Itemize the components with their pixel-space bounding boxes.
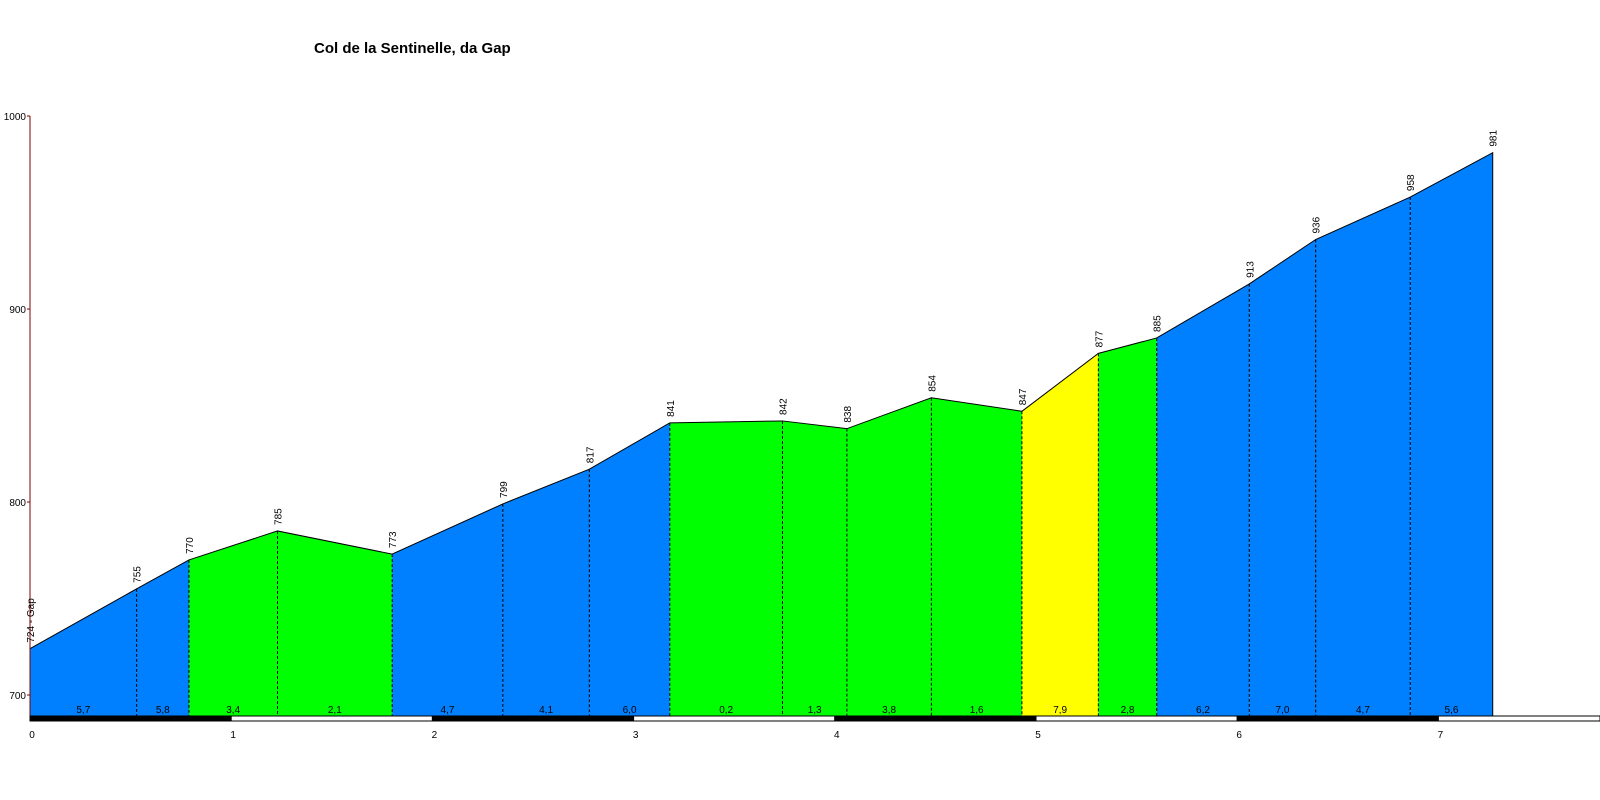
gradient-label-7: 0,2 — [719, 705, 733, 716]
x-tick-label-2: 2 — [432, 730, 438, 741]
x-tick-label-7: 7 — [1438, 730, 1444, 741]
gradient-label-0: 5,7 — [76, 705, 90, 716]
elevation-label-3: 785 — [273, 508, 284, 525]
profile-segment-12 — [1098, 337, 1157, 716]
gradient-label-2: 3,4 — [226, 705, 240, 716]
elevation-label-10: 854 — [927, 375, 938, 392]
elevation-label-15: 936 — [1312, 216, 1323, 233]
km-scale-block-2 — [431, 715, 635, 722]
y-axis: 700 800 900 1000 — [4, 112, 31, 716]
profile-segment-3 — [277, 530, 393, 716]
gradient-label-16: 5,6 — [1445, 705, 1459, 716]
x-tick-label-4: 4 — [834, 730, 840, 741]
profile-segment-5 — [502, 469, 590, 716]
gradient-label-11: 7,9 — [1053, 705, 1067, 716]
segment-dividers — [136, 197, 1411, 716]
gradient-label-5: 4,1 — [539, 705, 553, 716]
km-scale-block-7 — [1437, 715, 1600, 722]
km-scale-block-3 — [633, 715, 836, 722]
gradient-label-15: 4,7 — [1356, 705, 1370, 716]
profile-segment-2 — [188, 530, 278, 716]
y-tick-label-800: 800 — [9, 498, 26, 509]
profile-segment-13 — [1156, 283, 1250, 716]
x-axis: 0 1 2 3 4 5 6 7 — [29, 715, 1600, 741]
elevation-labels: 724 - Gap 755 770 785 773 799 817 841 842 838 854 8… — [26, 130, 1500, 643]
profile-segment-4 — [392, 503, 503, 716]
y-tick-label-1000: 1000 — [4, 112, 27, 123]
elevation-label-0: 724 - Gap — [26, 598, 37, 643]
km-scale-block-5 — [1035, 715, 1238, 722]
km-scale-block-4 — [834, 715, 1037, 722]
gradient-label-14: 7,0 — [1276, 705, 1290, 716]
profile-segment-7 — [669, 420, 783, 716]
elevation-label-6: 817 — [585, 446, 596, 463]
gradient-label-13: 6,2 — [1196, 705, 1210, 716]
gradient-label-1: 5,8 — [156, 705, 170, 716]
gradient-label-6: 6,0 — [623, 705, 637, 716]
elevation-label-2: 770 — [185, 537, 196, 554]
profile-segment-11 — [1021, 353, 1099, 716]
profile-segment-1 — [136, 559, 189, 716]
elevation-label-14: 913 — [1245, 261, 1256, 278]
profile-outline — [29, 151, 1494, 716]
elevation-label-16: 958 — [1406, 174, 1417, 191]
elevation-label-17: 981 — [1489, 130, 1500, 147]
x-tick-label-6: 6 — [1236, 730, 1242, 741]
gradient-label-3: 2,1 — [328, 705, 342, 716]
elevation-label-1: 755 — [133, 566, 144, 583]
x-tick-label-5: 5 — [1035, 730, 1041, 741]
km-scale-block-1 — [230, 715, 433, 722]
profile-segment-6 — [589, 422, 670, 716]
km-scale-block-6 — [1236, 715, 1439, 722]
elevation-label-13: 885 — [1153, 315, 1164, 332]
profile-segment-8 — [782, 420, 847, 716]
elevation-label-5: 799 — [499, 481, 510, 498]
elevation-label-12: 877 — [1094, 330, 1105, 347]
chart-title: Col de la Sentinelle, da Gap — [314, 40, 511, 57]
elevation-label-11: 847 — [1018, 388, 1029, 405]
profile-segment-0 — [30, 588, 137, 716]
profile-segment-15 — [1315, 197, 1411, 716]
km-scale-block-0 — [29, 715, 232, 722]
elevation-label-4: 773 — [388, 531, 399, 548]
elevation-label-9: 838 — [843, 406, 854, 423]
profile-segment-16 — [1410, 152, 1493, 717]
gradient-label-9: 3,8 — [882, 705, 896, 716]
y-tick-label-900: 900 — [9, 305, 26, 316]
x-tick-label-1: 1 — [230, 730, 236, 741]
gradient-label-12: 2,8 — [1121, 705, 1135, 716]
x-tick-label-0: 0 — [29, 730, 35, 741]
y-tick-label-700: 700 — [9, 691, 26, 702]
x-tick-label-3: 3 — [633, 730, 639, 741]
profile-segment-10 — [931, 397, 1022, 716]
profile-segment-9 — [846, 397, 932, 716]
profile-segment-14 — [1249, 239, 1316, 716]
gradient-label-4: 4,7 — [441, 705, 455, 716]
gradient-labels: 5,7 5,8 3,4 2,1 4,7 4,1 6,0 0,2 1,3 3,8 1,6 7,9 2,8 6… — [76, 705, 1458, 716]
gradient-label-10: 1,6 — [970, 705, 984, 716]
elevation-label-8: 842 — [778, 398, 789, 415]
profile-segments — [30, 152, 1493, 717]
gradient-label-8: 1,3 — [808, 705, 822, 716]
elevation-label-7: 841 — [666, 400, 677, 417]
